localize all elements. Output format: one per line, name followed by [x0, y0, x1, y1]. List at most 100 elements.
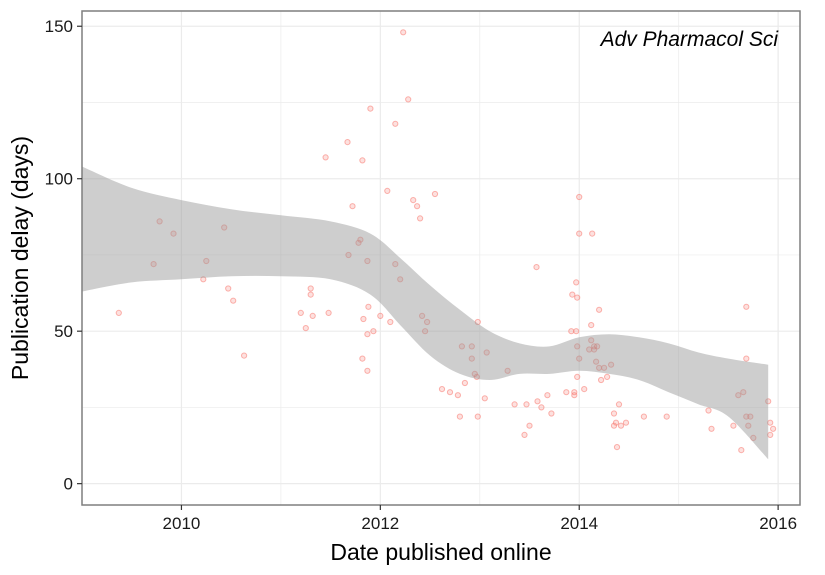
data-point — [574, 373, 581, 380]
data-point — [569, 291, 576, 298]
data-point — [588, 322, 595, 329]
data-point — [414, 203, 421, 210]
data-point — [419, 312, 426, 319]
data-point — [574, 343, 581, 350]
data-point — [765, 398, 772, 405]
data-point — [302, 325, 309, 332]
data-point — [743, 355, 750, 362]
data-point — [747, 413, 754, 420]
data-point — [622, 419, 630, 426]
data-point — [115, 309, 122, 316]
data-point — [392, 261, 399, 268]
data-point — [574, 294, 581, 301]
data-point — [573, 279, 580, 286]
data-point — [588, 337, 595, 344]
data-point — [417, 215, 424, 222]
data-point — [364, 367, 371, 374]
data-point — [738, 447, 745, 454]
data-point — [203, 257, 210, 265]
plot-frame — [81, 10, 801, 506]
data-point — [740, 389, 747, 396]
data-point — [221, 224, 228, 231]
data-point — [615, 401, 623, 408]
data-point — [377, 312, 384, 319]
data-point — [468, 343, 475, 350]
data-point — [730, 422, 737, 429]
data-point — [576, 230, 583, 237]
data-point — [533, 264, 540, 271]
x-tick-label: 2016 — [759, 514, 797, 533]
data-point — [548, 410, 555, 417]
data-point — [770, 425, 777, 432]
plot-panel — [82, 11, 800, 505]
data-point — [563, 389, 570, 396]
data-point — [593, 358, 600, 365]
data-point — [526, 422, 533, 429]
data-point — [156, 218, 163, 225]
data-point — [483, 349, 490, 356]
data-point — [410, 197, 417, 204]
data-point — [617, 422, 625, 429]
data-point — [581, 386, 588, 393]
data-point — [708, 425, 715, 432]
data-point — [364, 331, 371, 338]
data-point — [576, 193, 583, 201]
data-point — [461, 379, 468, 387]
data-point — [241, 352, 248, 359]
data-point — [589, 230, 596, 237]
data-point — [367, 105, 374, 112]
data-point — [424, 318, 431, 326]
data-point — [612, 419, 620, 426]
data-point — [596, 306, 603, 313]
data-point — [431, 190, 439, 198]
data-point — [225, 285, 232, 292]
data-point — [384, 187, 391, 194]
smooth-confidence-band — [82, 166, 769, 460]
data-point — [523, 401, 530, 408]
data-point — [349, 203, 356, 210]
data-point — [355, 239, 362, 246]
data-point — [297, 309, 304, 316]
data-point — [456, 413, 463, 420]
data-point — [357, 236, 364, 243]
data-point — [608, 361, 615, 368]
data-point — [400, 29, 407, 36]
data-point — [446, 389, 454, 396]
grid-major — [82, 11, 800, 505]
data-point — [735, 392, 742, 399]
x-tick-label: 2012 — [361, 514, 399, 533]
data-point — [743, 303, 750, 310]
data-point — [745, 422, 752, 429]
data-point — [601, 364, 608, 371]
data-point — [598, 376, 605, 384]
data-point — [200, 276, 207, 283]
data-point — [521, 431, 528, 438]
data-point — [345, 251, 352, 259]
data-point — [359, 355, 366, 362]
y-tick-label: 0 — [64, 475, 73, 494]
data-point — [663, 413, 670, 420]
data-point — [468, 355, 475, 362]
data-point — [640, 413, 648, 420]
data-point — [397, 276, 404, 283]
y-tick-label: 150 — [45, 17, 73, 36]
data-point — [405, 96, 412, 103]
y-axis-title: Publication delay (days) — [7, 136, 33, 380]
points-layer — [115, 29, 777, 454]
data-point — [544, 392, 551, 399]
data-point — [610, 410, 618, 417]
data-point — [538, 404, 545, 411]
data-point — [309, 312, 316, 319]
data-point — [474, 413, 481, 420]
data-point — [576, 355, 583, 362]
data-point — [481, 395, 488, 402]
axis-ticks: 2010 2012 2014 2016 0 50 100 150 — [45, 17, 797, 533]
data-point — [360, 315, 367, 323]
data-point — [170, 230, 177, 237]
x-tick-label: 2014 — [560, 514, 598, 533]
y-tick-label: 50 — [54, 322, 73, 341]
data-point — [365, 303, 372, 310]
data-point — [534, 398, 541, 405]
